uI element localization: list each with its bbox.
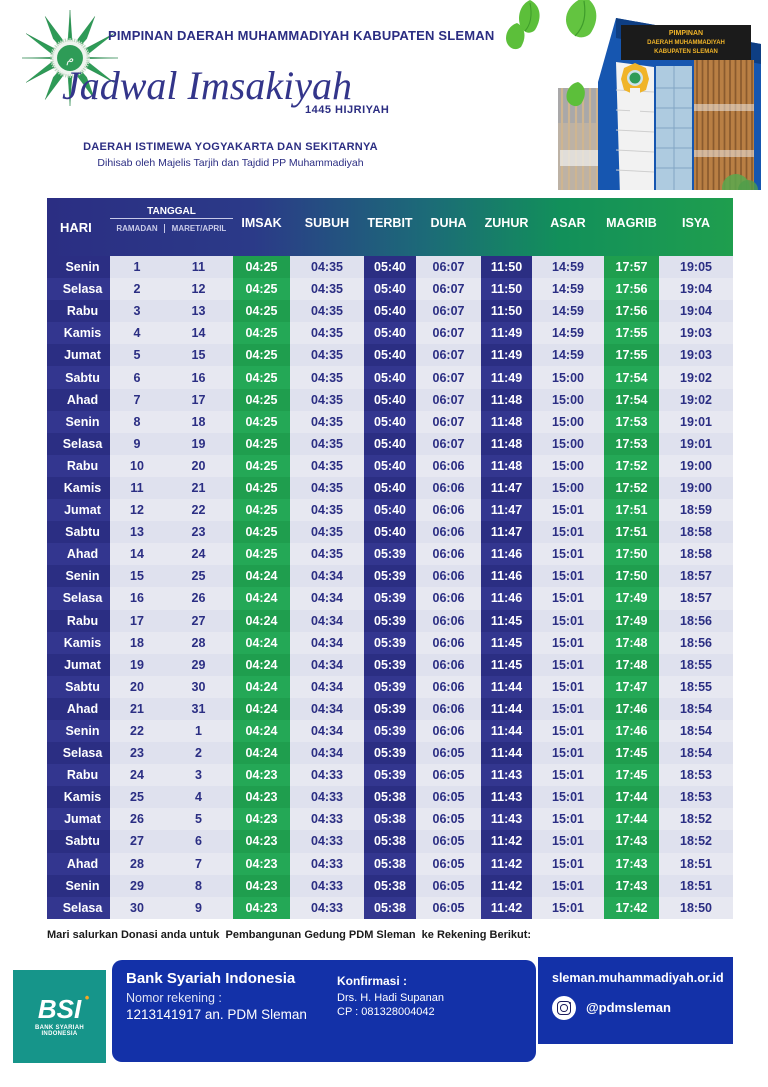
svg-text:DAERAH MUHAMMADIYAH: DAERAH MUHAMMADIYAH	[647, 40, 725, 46]
svg-text:KABUPATEN SLEMAN: KABUPATEN SLEMAN	[654, 49, 718, 55]
svg-text:PIMPINAN: PIMPINAN	[669, 30, 703, 37]
